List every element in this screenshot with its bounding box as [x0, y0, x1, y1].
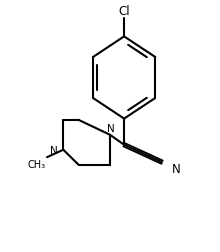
- Text: CH₃: CH₃: [27, 160, 45, 170]
- Text: N: N: [107, 123, 115, 133]
- Text: N: N: [172, 163, 181, 176]
- Text: N: N: [50, 145, 58, 155]
- Text: Cl: Cl: [118, 5, 130, 18]
